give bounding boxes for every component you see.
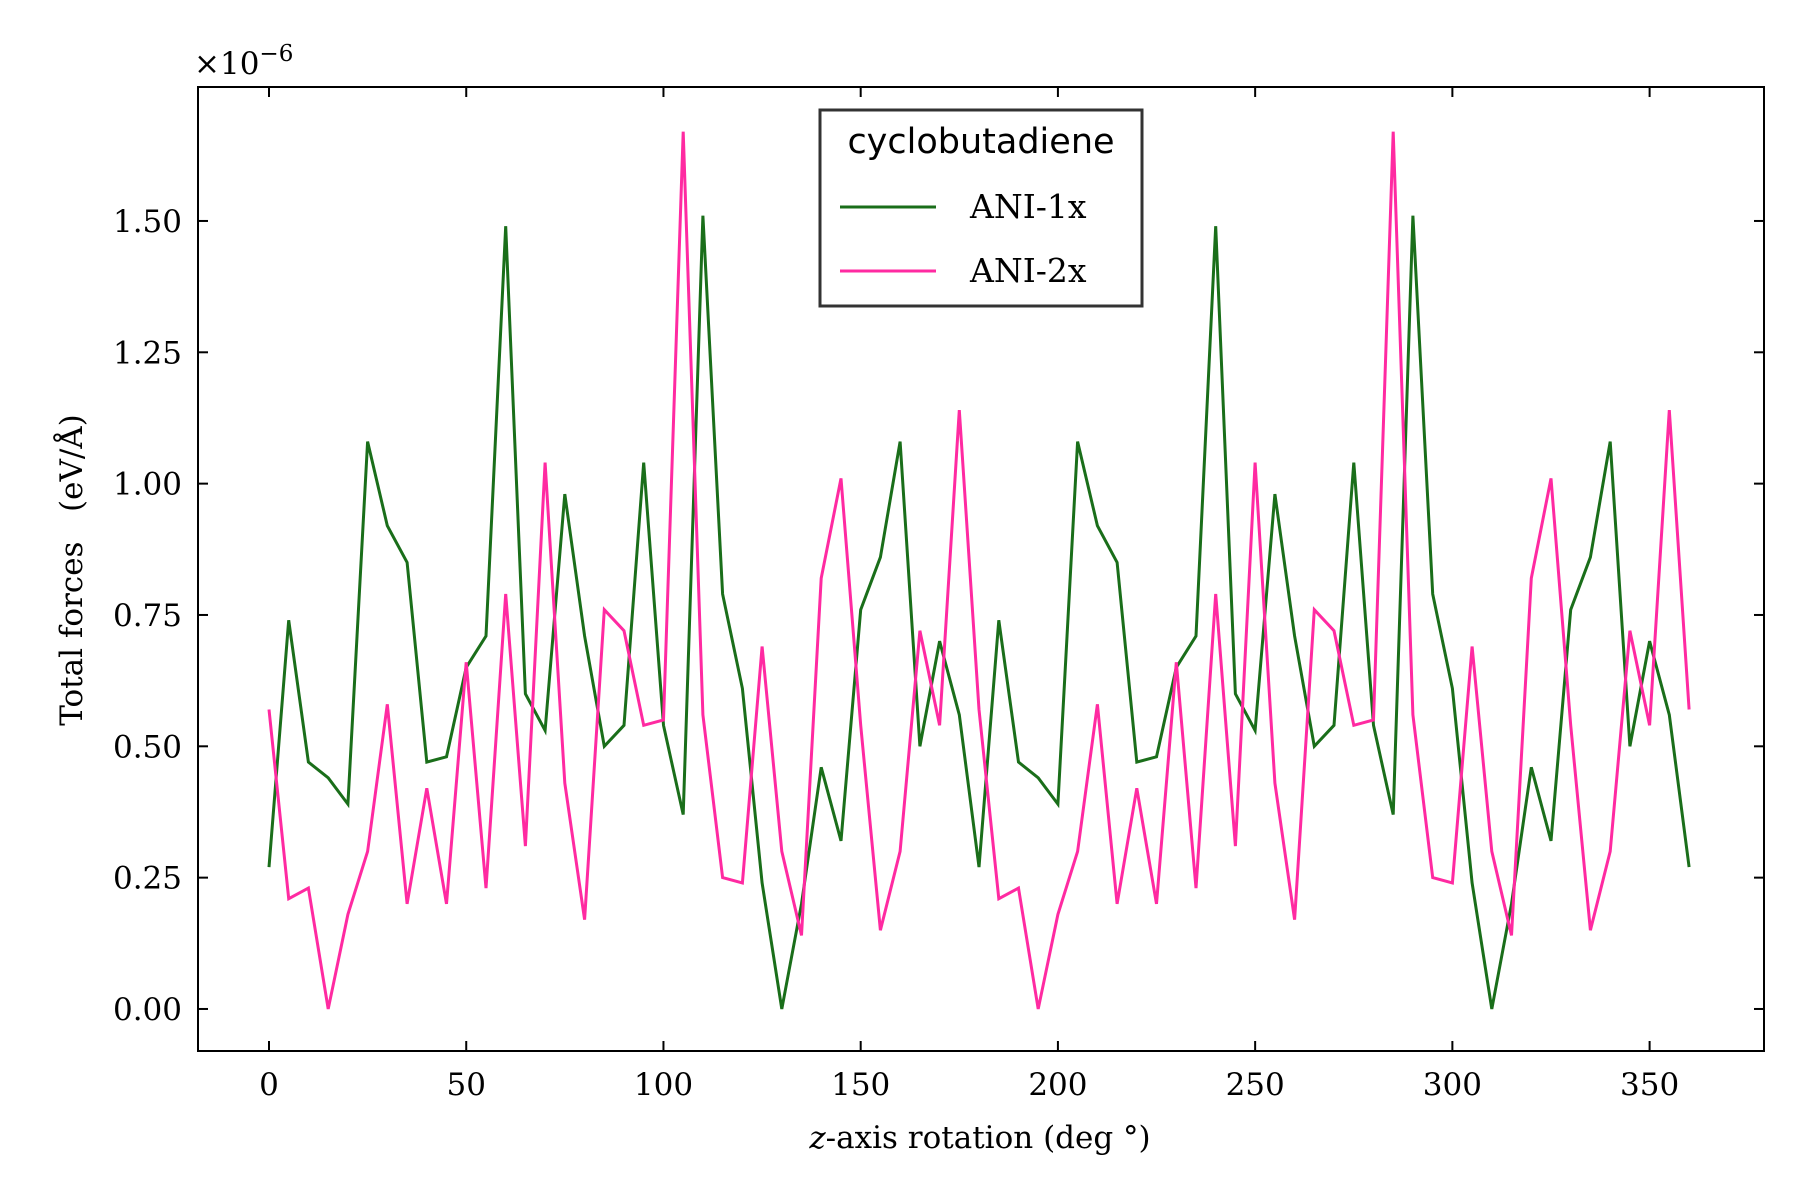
x-tick-label: 250 bbox=[1226, 1067, 1285, 1103]
x-tick-label: 350 bbox=[1620, 1067, 1679, 1103]
y-offset-exponent: −6 bbox=[259, 41, 293, 67]
y-tick-label: 0.25 bbox=[113, 861, 182, 897]
y-tick-label: 0.00 bbox=[113, 992, 182, 1028]
series-line-ani-1x bbox=[267, 215, 1691, 1010]
x-tick-label: 300 bbox=[1423, 1067, 1482, 1103]
y-axis-label: Total forces (eV/Å) bbox=[52, 414, 90, 726]
x-tick-label: 200 bbox=[1028, 1067, 1087, 1103]
x-tick-label: 0 bbox=[259, 1067, 279, 1103]
x-axis-label-var: z bbox=[808, 1120, 826, 1156]
y-offset-label: ×10−6 bbox=[194, 41, 293, 82]
tick-labels: 0 50 100 150 200 250 300 350 0.00 0.25 0.50 0.75 1.0… bbox=[113, 204, 1679, 1103]
x-axis-label: z-axis rotation (deg °) bbox=[808, 1120, 1150, 1156]
x-tick-label: 100 bbox=[634, 1067, 693, 1103]
legend-label-ani-1x: ANI-1x bbox=[969, 187, 1087, 226]
y-tick-label: 1.25 bbox=[113, 335, 182, 371]
x-tick-label: 50 bbox=[447, 1067, 486, 1103]
y-tick-label: 1.50 bbox=[113, 204, 182, 240]
legend-label-ani-2x: ANI-2x bbox=[969, 251, 1087, 290]
legend-title: cyclobutadiene bbox=[847, 122, 1114, 162]
series-layer bbox=[267, 131, 1691, 1010]
x-tick-label: 150 bbox=[831, 1067, 890, 1103]
y-tick-label: 0.50 bbox=[113, 729, 182, 765]
y-tick-label: 0.75 bbox=[113, 598, 182, 634]
axis-ticks bbox=[198, 87, 1764, 1051]
y-tick-label: 1.00 bbox=[113, 467, 182, 503]
series-line-ani-2x bbox=[267, 131, 1691, 1010]
legend: cyclobutadiene ANI-1x ANI-2x bbox=[818, 108, 1144, 308]
x-axis-label-rest: -axis rotation (deg °) bbox=[826, 1120, 1151, 1156]
plot-frame bbox=[197, 86, 1765, 1052]
